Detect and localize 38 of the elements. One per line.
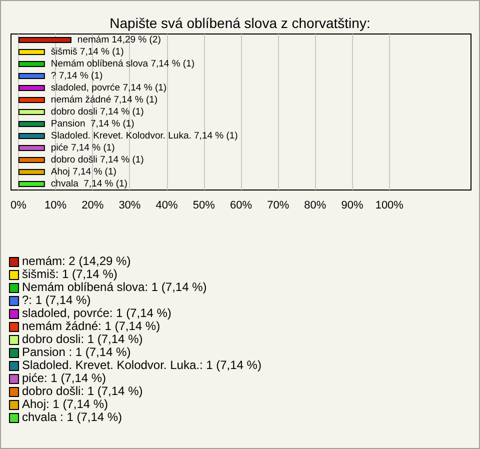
x-tick-label: 90% (341, 200, 364, 212)
text: Nemám oblíbená slova: 1 (7,14 %) (22, 280, 207, 294)
category-label: nemám 14,29 % (2) (77, 34, 161, 46)
category-label: dobro došli 7,14 % (1) (50, 154, 144, 166)
x-tick-label: 100% (375, 200, 404, 212)
text: dobro dosli: 1 (7,14 %) (22, 332, 143, 346)
x-tick-label: 30% (118, 200, 141, 212)
text: šišmiš: 1 (7,14 %) (22, 267, 118, 281)
x-tick-label: 10% (44, 200, 67, 212)
category-label: Nemám oblíbená slova 7,14 % (1) (50, 58, 195, 70)
category-label: Ahoj 7,14 % (1) (50, 166, 116, 178)
text: sladoled, povrće: 1 (7,14 %) (22, 306, 172, 320)
text: nemám: 2 (14,29 %) (22, 254, 131, 268)
x-tick-label: 40% (156, 200, 178, 212)
x-tick-label: 0% (10, 200, 27, 212)
x-tick-label: 60% (230, 200, 252, 212)
text: Ahoj: 1 (7,14 %) (22, 397, 108, 411)
text: Pansion : 1 (7,14 %) (22, 345, 131, 359)
text: chvala : 1 (7,14 %) (22, 410, 122, 424)
text: nemám žádné: 1 (7,14 %) (22, 319, 160, 333)
category-label: nemám žádné 7,14 % (1) (50, 94, 158, 106)
category-label: piće 7,14 % (1) (50, 142, 115, 154)
text: Sladoled. Krevet. Kolodvor. Luka.: 1 (7,14 %) (22, 358, 262, 372)
x-tick-label: 20% (82, 200, 104, 212)
category-label: dobro dosli 7,14 % (1) (50, 106, 144, 118)
category-label: chvala 7,14 % (1) (50, 178, 128, 190)
text: ?: 1 (7,14 %) (22, 293, 91, 307)
x-tick-label: 70% (267, 200, 290, 212)
category-label: šišmiš 7,14 % (1) (50, 46, 124, 58)
text: dobro došli: 1 (7,14 %) (22, 384, 143, 398)
chart-title: Napište svá oblíbená slova z chorvatštiny: (110, 15, 370, 31)
category-label: Pansion 7,14 % (1) (50, 118, 134, 130)
x-tick-label: 80% (304, 200, 326, 212)
text: piće: 1 (7,14 %) (22, 371, 106, 385)
category-label: sladoled, povrće 7,14 % (1) (50, 82, 167, 94)
x-tick-label: 50% (192, 200, 216, 212)
category-label: ? 7,14 % (1) (50, 70, 103, 82)
category-label: Sladoled. Krevet. Kolodvor. Luka. 7,14 % (1) (50, 130, 238, 142)
